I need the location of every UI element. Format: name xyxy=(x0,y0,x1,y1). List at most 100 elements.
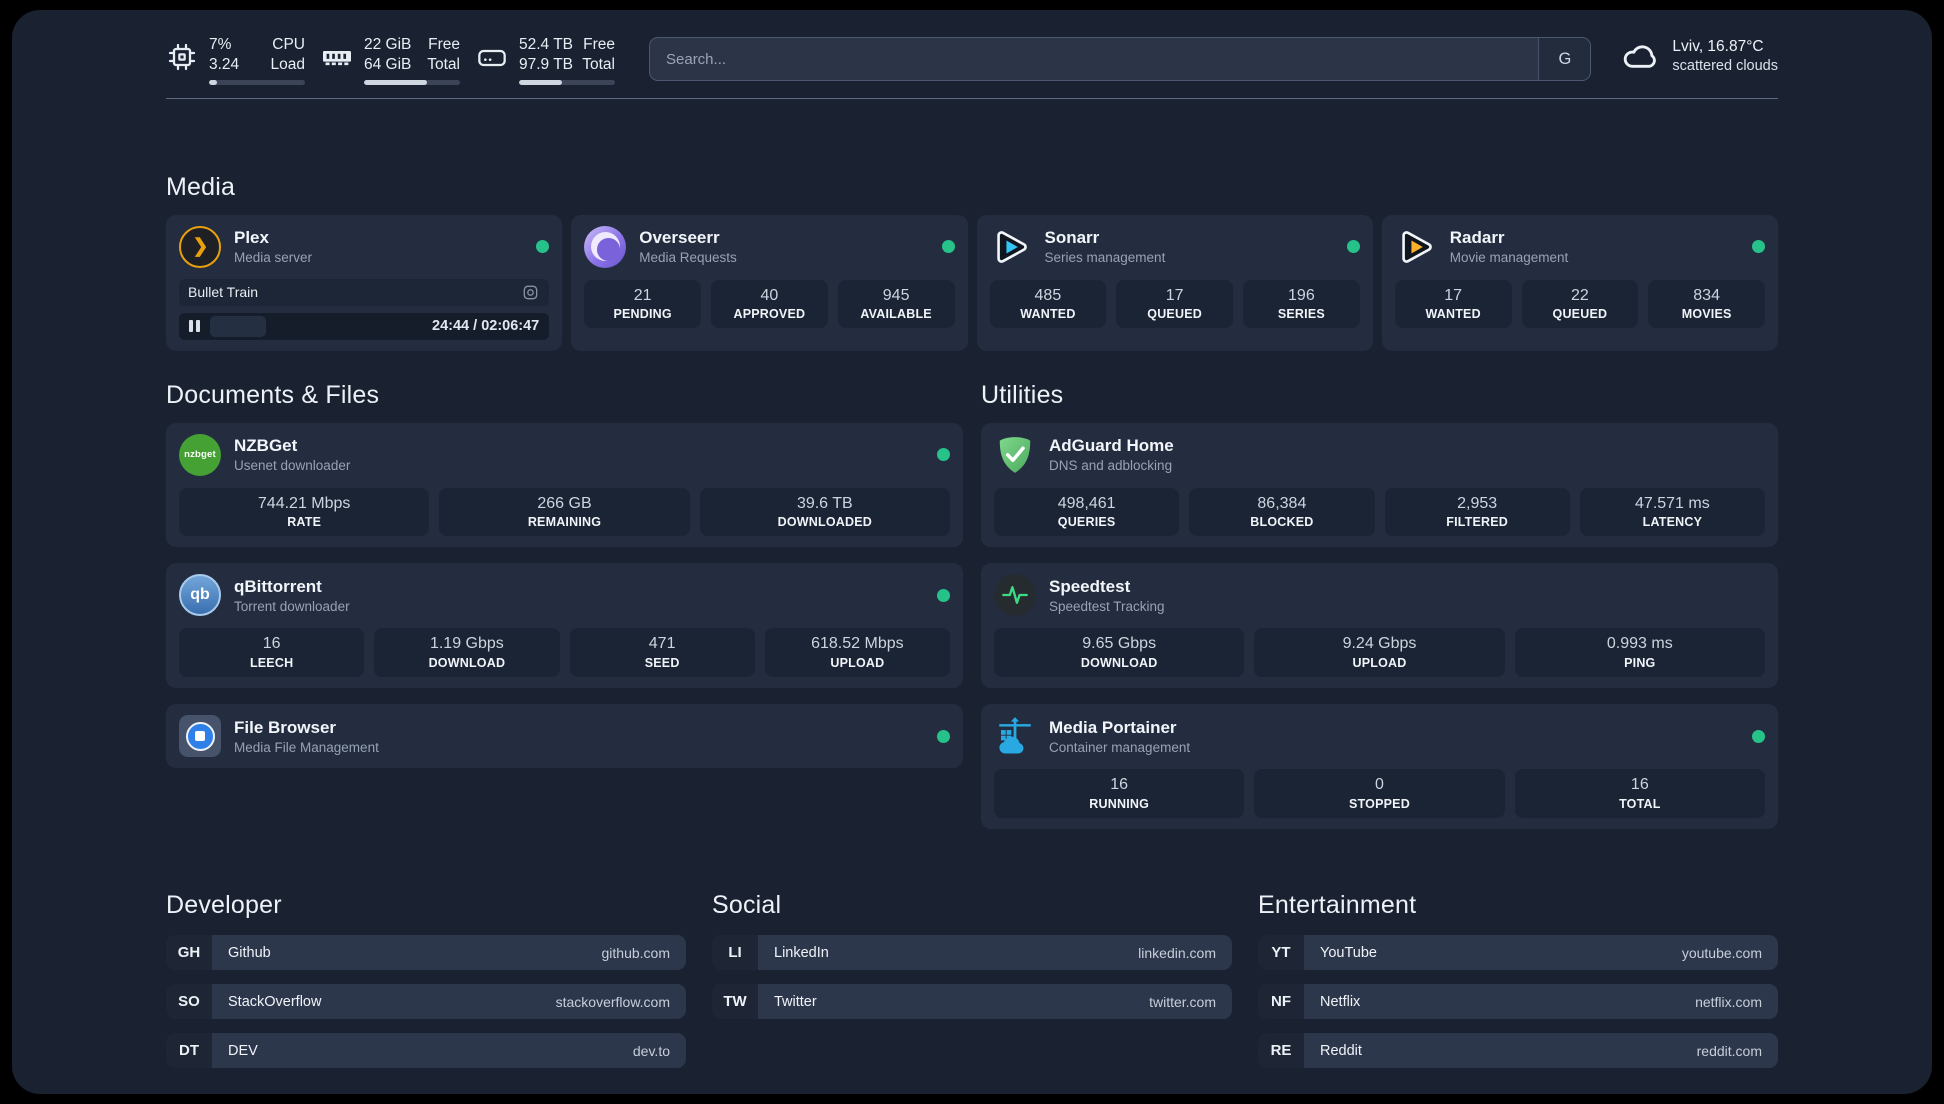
portainer-subtitle: Container management xyxy=(1049,739,1191,755)
player-row: 24:44 / 02:06:47 xyxy=(179,312,550,340)
radarr-subtitle: Movie management xyxy=(1449,250,1569,266)
stat-label: AVAILABLE xyxy=(860,307,932,322)
speedtest-card[interactable]: Speedtest Speedtest Tracking 9.65 Gbps D… xyxy=(981,563,1778,689)
weather-condition: scattered clouds xyxy=(1672,58,1778,75)
qbittorrent-stat-seed: 471 SEED xyxy=(569,628,755,678)
qbittorrent-card[interactable]: qb qBittorrent Torrent downloader 16 xyxy=(166,563,963,689)
qbittorrent-status-dot xyxy=(937,588,950,602)
disk-total-value: 97.9 TB xyxy=(519,55,574,73)
bookmark-url: youtube.com xyxy=(1681,944,1762,961)
bookmark-stackoverflow[interactable]: SO StackOverflow stackoverflow.com xyxy=(166,984,686,1020)
bookmark-name: Twitter xyxy=(774,993,817,1010)
stat-label: UPLOAD xyxy=(1352,656,1407,671)
stat-value: 834 xyxy=(1693,286,1720,304)
search-bar: G xyxy=(649,37,1592,81)
bookmark-url: stackoverflow.com xyxy=(555,993,670,1010)
portainer-card[interactable]: Media Portainer Container management 16 … xyxy=(981,704,1778,830)
stat-label: STOPPED xyxy=(1349,797,1410,812)
bookmark-abbr: GH xyxy=(166,935,212,971)
radarr-card[interactable]: Radarr Movie management 17 WANTED 22 QUE… xyxy=(1381,214,1778,351)
nzbget-icon-text: nzbget xyxy=(184,449,216,461)
sonarr-card[interactable]: Sonarr Series management 485 WANTED 17 Q… xyxy=(976,214,1373,351)
speedtest-stat-download: 9.65 Gbps DOWNLOAD xyxy=(994,628,1245,678)
stat-value: 17 xyxy=(1444,286,1463,304)
stat-label: RUNNING xyxy=(1089,797,1150,812)
dashboard: 7% CPU 3.24 Load xyxy=(12,10,1932,1094)
stat-label: TOTAL xyxy=(1619,797,1661,812)
bookmark-reddit[interactable]: RE Reddit reddit.com xyxy=(1258,1033,1778,1069)
section-documents: Documents & Files nzbget NZBGet Usenet d… xyxy=(166,381,963,829)
bookmark-youtube[interactable]: YT YouTube youtube.com xyxy=(1258,935,1778,971)
memory-usage-bar-fill xyxy=(364,79,428,85)
memory-total-label: Total xyxy=(427,55,460,73)
cpu-usage-bar-fill xyxy=(209,79,217,85)
adguard-icon xyxy=(994,434,1036,476)
bookmark-netflix[interactable]: NF Netflix netflix.com xyxy=(1258,984,1778,1020)
video-icon xyxy=(521,283,540,302)
stat-value: 9.65 Gbps xyxy=(1082,635,1157,653)
bookmark-url: linkedin.com xyxy=(1138,944,1216,961)
nzbget-card[interactable]: nzbget NZBGet Usenet downloader 744.21 M… xyxy=(166,422,963,548)
bookmark-linkedin[interactable]: LI LinkedIn linkedin.com xyxy=(712,935,1232,971)
memory-total-value: 64 GiB xyxy=(364,55,412,73)
stat-label: QUEUED xyxy=(1552,307,1608,322)
section-media: Media Plex Media server Bullet Train xyxy=(166,173,1778,351)
bookmarks-entertainment: Entertainment YT YouTube youtube.com NF … xyxy=(1258,891,1778,1069)
pause-icon xyxy=(189,320,200,333)
stat-value: 1.19 Gbps xyxy=(429,635,504,653)
stat-label: SERIES xyxy=(1277,307,1325,322)
stat-label: MOVIES xyxy=(1681,307,1732,322)
adguard-card[interactable]: AdGuard Home DNS and adblocking 498,461 … xyxy=(981,422,1778,548)
overseerr-card[interactable]: Overseerr Media Requests 21 PENDING 40 A… xyxy=(571,214,968,351)
cpu-usage-value: 7% xyxy=(209,36,232,53)
qbittorrent-icon-text: qb xyxy=(190,586,210,604)
bookmark-name: Github xyxy=(228,944,271,961)
disk-row-2: 97.9 TB Total xyxy=(519,55,615,75)
section-heading-social: Social xyxy=(712,891,782,920)
stat-value: 16 xyxy=(262,635,281,653)
plex-subtitle: Media server xyxy=(234,250,313,266)
stat-value: 40 xyxy=(760,286,779,304)
cpu-icon xyxy=(166,41,198,73)
weather-widget[interactable]: Lviv, 16.87°C scattered clouds xyxy=(1621,37,1778,76)
bookmark-name: YouTube xyxy=(1320,944,1377,961)
stat-value: 744.21 Mbps xyxy=(257,494,351,512)
speedtest-subtitle: Speedtest Tracking xyxy=(1049,598,1165,614)
adguard-stat-queries: 498,461 QUERIES xyxy=(994,487,1180,537)
adguard-stat-filtered: 2,953 FILTERED xyxy=(1384,487,1570,537)
stat-label: LEECH xyxy=(249,656,294,671)
header-divider xyxy=(166,97,1778,99)
sonarr-icon xyxy=(990,226,1032,268)
memory-widget: 22 GiB Free 64 GiB Total xyxy=(321,35,460,85)
filebrowser-card[interactable]: File Browser Media File Management xyxy=(166,704,963,769)
section-heading-entertainment: Entertainment xyxy=(1258,891,1417,920)
bookmark-twitter[interactable]: TW Twitter twitter.com xyxy=(712,984,1232,1020)
adguard-stat-blocked: 86,384 BLOCKED xyxy=(1189,487,1375,537)
weather-location-temp: Lviv, 16.87°C xyxy=(1672,38,1764,55)
stat-value: 0 xyxy=(1375,776,1384,794)
plex-card[interactable]: Plex Media server Bullet Train xyxy=(166,214,563,351)
disk-free-label: Free xyxy=(583,36,615,53)
radarr-title: Radarr xyxy=(1449,228,1505,248)
stat-label: RATE xyxy=(287,515,322,530)
speedtest-title: Speedtest xyxy=(1049,576,1131,596)
playback-time: 24:44 / 02:06:47 xyxy=(432,318,540,335)
overseerr-stat-approved: 40 APPROVED xyxy=(711,279,828,329)
stat-value: 47.571 ms xyxy=(1635,494,1710,512)
memory-usage-bar xyxy=(364,79,460,85)
search-provider-button[interactable]: G xyxy=(1538,38,1591,80)
overseerr-stat-pending: 21 PENDING xyxy=(584,279,701,329)
section-heading-media: Media xyxy=(166,172,236,201)
overseerr-icon xyxy=(584,225,627,268)
search-input[interactable] xyxy=(650,50,1539,68)
radarr-icon xyxy=(1395,226,1437,268)
stat-label: FILTERED xyxy=(1446,515,1509,530)
bookmark-dev[interactable]: DT DEV dev.to xyxy=(166,1033,686,1069)
stat-label: QUEUED xyxy=(1147,307,1202,322)
stat-value: 86,384 xyxy=(1257,494,1307,512)
portainer-stat-stopped: 0 STOPPED xyxy=(1254,769,1505,819)
stat-value: 485 xyxy=(1034,286,1062,304)
bookmark-github[interactable]: GH Github github.com xyxy=(166,935,686,971)
disk-widget: 52.4 TB Free 97.9 TB Total xyxy=(476,35,615,85)
nzbget-stat-remaining: 266 GB REMAINING xyxy=(439,487,690,537)
